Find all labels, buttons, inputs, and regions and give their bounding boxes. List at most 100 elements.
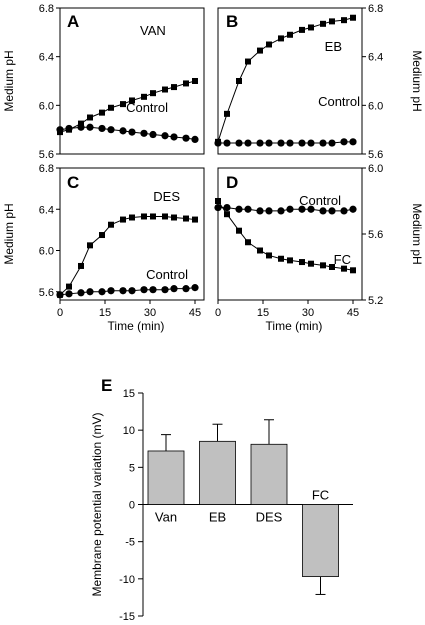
y-tick-label: 5.6 — [368, 229, 383, 241]
y-tick-label: 5.2 — [368, 295, 383, 307]
data-point-square — [350, 14, 356, 21]
data-point-square — [266, 41, 272, 48]
data-point-square — [78, 120, 84, 127]
y-tick-label: 6.0 — [368, 100, 383, 112]
data-point-square — [308, 24, 314, 31]
data-point-circle — [161, 132, 169, 140]
y-tick-label: 5 — [129, 462, 135, 474]
data-point-square — [141, 213, 147, 220]
data-point-square — [341, 265, 347, 272]
y-tick-label: 6.0 — [39, 246, 54, 258]
data-point-circle — [149, 130, 157, 139]
y-tick-label: 5.6 — [368, 149, 383, 161]
data-point-square — [192, 78, 198, 84]
data-point-circle — [140, 129, 148, 137]
x-axis-label: Time (min) — [266, 319, 323, 333]
y-tick-label: 6.8 — [39, 163, 54, 175]
data-point-circle — [256, 207, 264, 215]
data-point-square — [150, 213, 156, 220]
bar — [302, 504, 339, 578]
y-axis-label: Membrane potential variation (mV) — [90, 412, 104, 596]
x-tick-label: 45 — [347, 307, 359, 319]
data-point-square — [257, 47, 263, 54]
data-point-circle — [277, 139, 285, 147]
data-point-circle — [56, 291, 64, 299]
data-point-circle — [161, 286, 169, 294]
y-tick-label: 15 — [123, 388, 135, 400]
data-point-square — [183, 215, 189, 222]
data-point-circle — [119, 287, 127, 295]
data-point-square — [162, 213, 168, 220]
x-tick-label: 0 — [57, 307, 63, 319]
data-point-square — [192, 216, 198, 223]
data-point-square — [329, 18, 335, 25]
data-point-circle — [182, 285, 190, 293]
data-point-square — [150, 90, 156, 97]
data-point-square — [341, 17, 347, 24]
data-point-circle — [98, 288, 106, 296]
data-point-square — [278, 255, 284, 262]
bar — [250, 443, 288, 505]
data-point-square — [120, 101, 126, 108]
y-axis-label: Medium pH — [2, 50, 16, 111]
data-point-square — [278, 35, 284, 42]
category-label: Van — [155, 510, 177, 525]
data-point-circle — [307, 205, 315, 213]
data-point-circle — [56, 126, 64, 134]
data-point-circle — [265, 207, 273, 215]
data-point-circle — [307, 139, 315, 147]
data-point-circle — [223, 139, 231, 147]
panel-a: 5.6 6.0 6.4 6.8 Medium pH A VAN Control — [2, 3, 205, 161]
series-eb: EB — [215, 14, 356, 145]
data-point-square — [299, 259, 305, 266]
series-label: Control — [126, 100, 168, 115]
bar-group-van: Van — [147, 434, 185, 525]
data-point-circle — [214, 204, 222, 212]
data-point-circle — [182, 134, 190, 142]
data-point-circle — [319, 207, 327, 215]
data-point-circle — [170, 133, 178, 141]
data-point-square — [66, 283, 72, 290]
panel-d: 5.2 5.6 6.0 Medium pH 0 15 30 45 Time (min) D Cont… — [214, 163, 424, 333]
panel-label: D — [226, 173, 238, 192]
x-tick-label: 45 — [189, 307, 201, 319]
data-point-circle — [128, 287, 136, 295]
x-tick-label: 15 — [99, 307, 111, 319]
data-point-circle — [328, 207, 336, 215]
panel-label: A — [67, 12, 79, 31]
series-control: Control — [214, 94, 360, 147]
y-axis-label: Medium pH — [410, 203, 424, 264]
data-point-circle — [119, 127, 127, 135]
panel-c: 5.6 6.0 6.4 6.8 Medium pH 0 15 30 45 Time (min) C D… — [2, 163, 205, 333]
data-point-circle — [77, 123, 85, 131]
y-tick-label: 6.4 — [39, 52, 54, 64]
plot-frame — [59, 7, 205, 155]
data-point-square — [266, 252, 272, 259]
panel-label: C — [67, 173, 79, 192]
series-line — [59, 215, 196, 296]
data-point-square — [224, 211, 230, 218]
data-point-circle — [149, 286, 157, 294]
series-label: FC — [334, 252, 351, 267]
data-point-square — [87, 242, 93, 249]
bar — [199, 440, 236, 505]
data-point-circle — [65, 290, 73, 298]
y-tick-label: 10 — [123, 425, 135, 437]
data-point-square — [129, 97, 135, 104]
y-tick-label: 5.6 — [39, 149, 54, 161]
y-tick-label: 6.0 — [368, 163, 383, 175]
data-point-circle — [235, 139, 243, 147]
data-point-circle — [86, 123, 94, 131]
y-tick-label: 6.0 — [39, 100, 54, 112]
series-fc: FC — [215, 198, 356, 274]
data-point-square — [108, 221, 114, 228]
x-axis-label: Time (min) — [108, 319, 165, 333]
series-label: Control — [146, 267, 188, 282]
plot-frame — [217, 7, 363, 155]
series-label: Control — [299, 193, 341, 208]
bar-group-des: DES — [250, 419, 288, 525]
data-point-circle — [328, 139, 336, 147]
data-point-circle — [349, 205, 357, 213]
data-point-square — [108, 104, 114, 111]
data-point-square — [350, 267, 356, 274]
